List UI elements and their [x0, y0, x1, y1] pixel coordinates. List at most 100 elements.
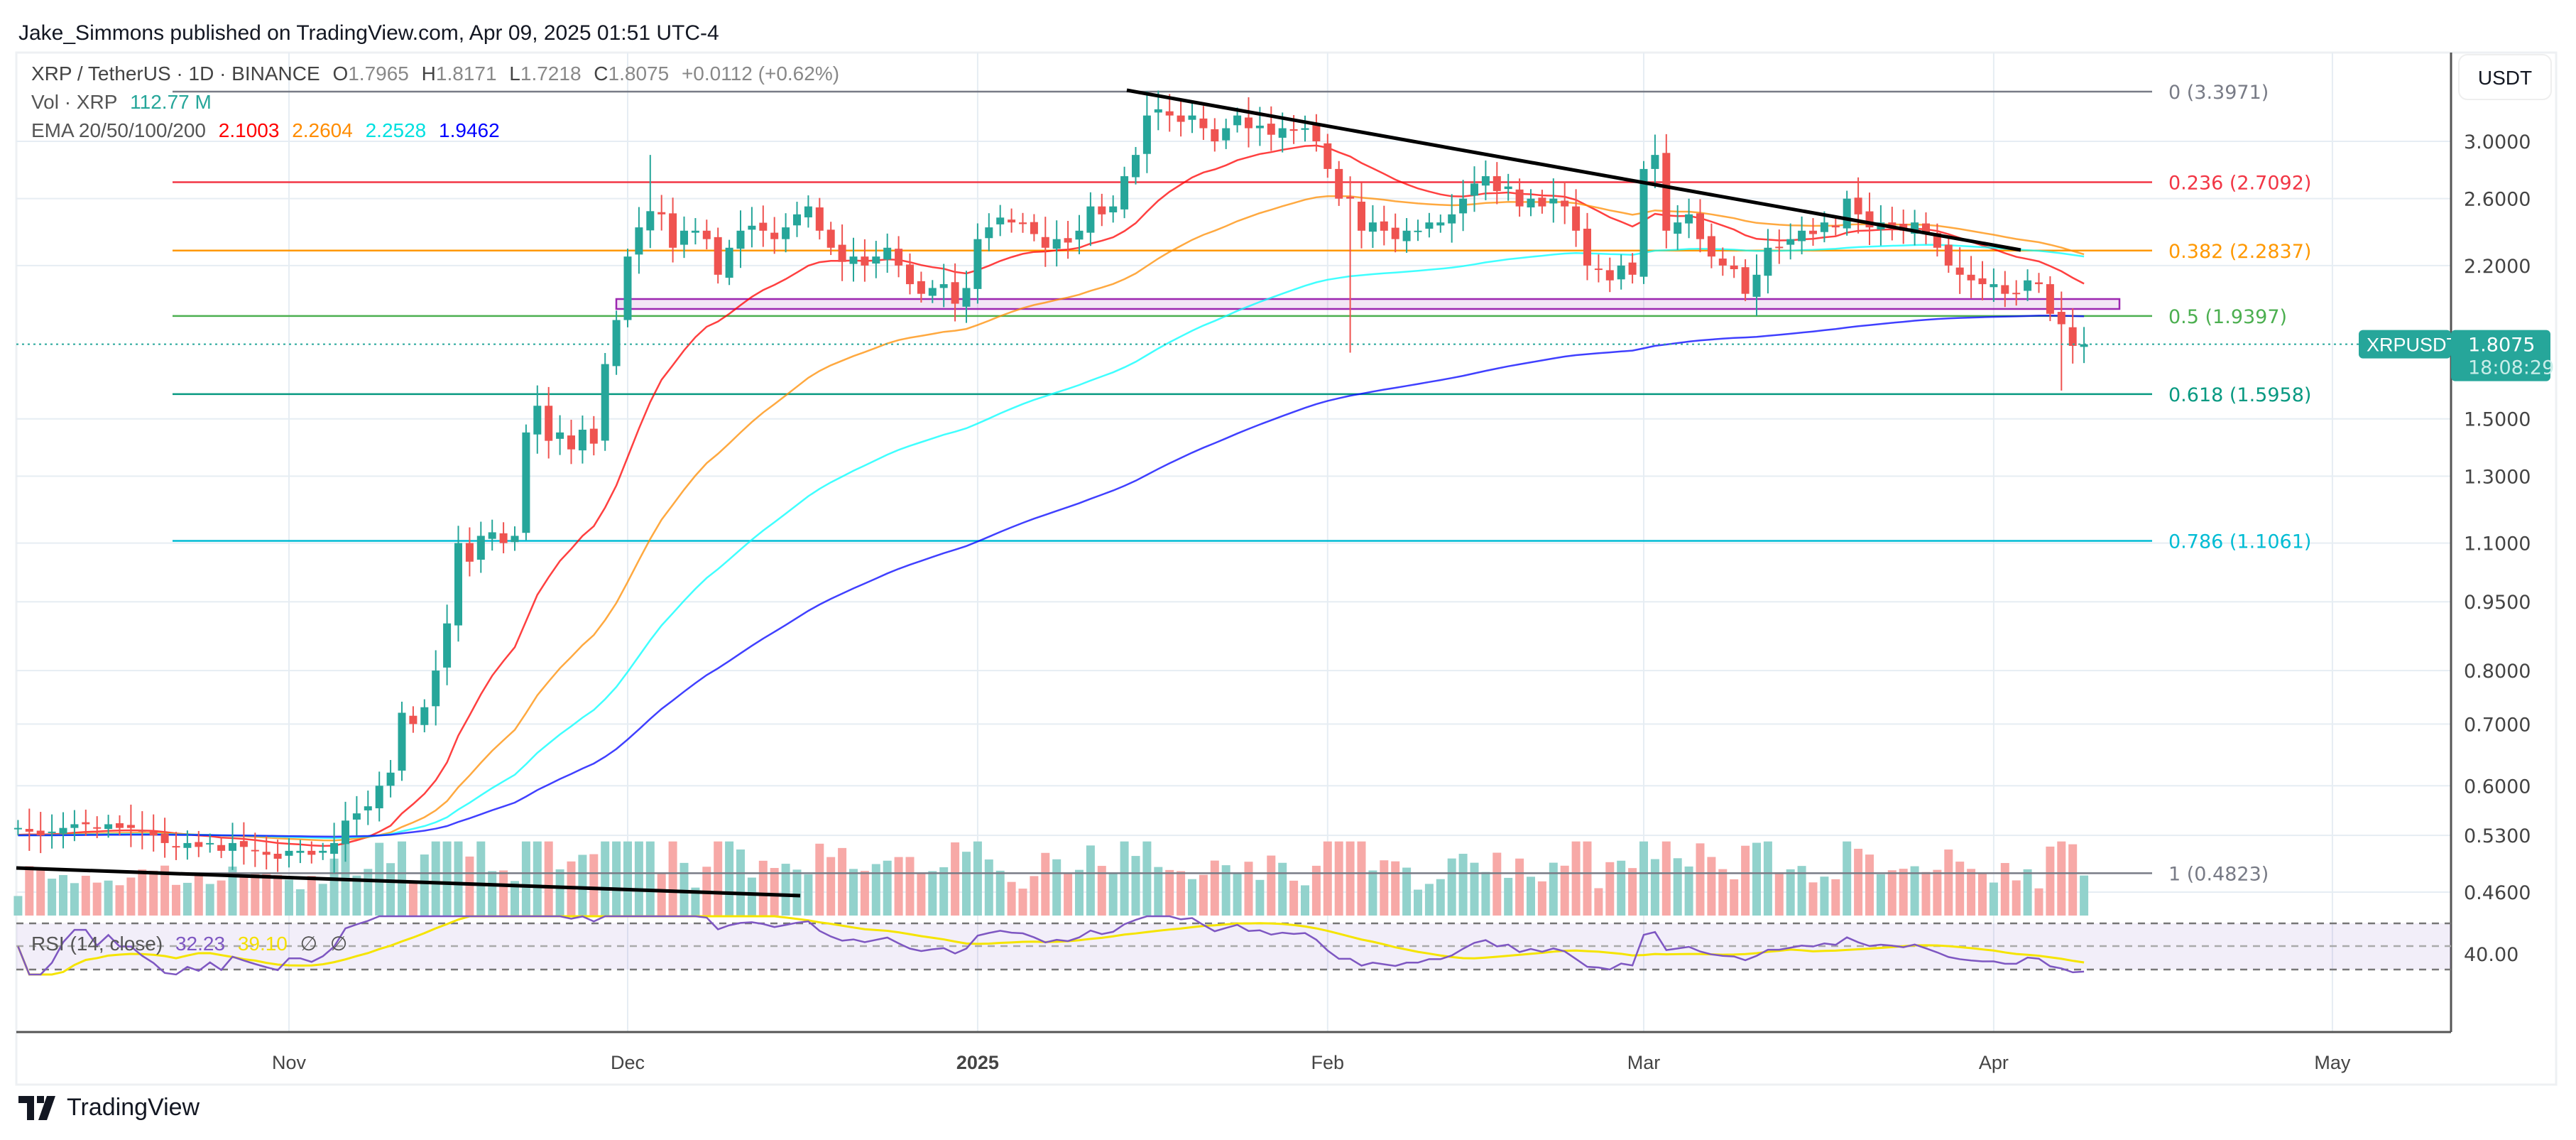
volume-bar: [364, 869, 373, 916]
change-value: +0.0112 (+0.62%): [681, 63, 840, 85]
volume-bar: [70, 883, 79, 916]
volume-bar: [104, 880, 113, 916]
volume-bar: [1967, 869, 1976, 916]
candle-body: [82, 822, 90, 825]
candle-body: [623, 256, 632, 320]
volume-bar: [792, 869, 802, 916]
downtrend-trendline[interactable]: [16, 866, 801, 898]
volume-bar: [295, 889, 305, 916]
candle-body: [229, 842, 236, 851]
volume-bar: [1617, 860, 1626, 916]
ema-label[interactable]: EMA 20/50/100/200: [31, 119, 206, 141]
candle-body: [364, 806, 372, 810]
candle-body: [285, 850, 293, 856]
candle-body: [1639, 168, 1648, 277]
volume-bar: [826, 857, 836, 916]
volume-bar: [511, 881, 519, 916]
vol-label[interactable]: Vol · XRP: [31, 91, 118, 113]
candle-body: [138, 830, 146, 832]
candle-body: [1414, 230, 1422, 232]
candle-body: [398, 712, 406, 771]
candle-body: [1142, 115, 1151, 154]
candle-body: [1561, 200, 1569, 207]
candle-body: [545, 406, 553, 441]
rsi-na-2: ∅: [329, 933, 348, 955]
candle-body: [1605, 270, 1614, 281]
brand-name: TradingView: [67, 1094, 200, 1121]
volume-bar: [1289, 880, 1299, 916]
volume-bar: [691, 887, 700, 916]
volume-bar: [2000, 863, 2009, 916]
candle-body: [849, 256, 858, 264]
candle-body: [759, 222, 768, 231]
candle-body: [567, 435, 575, 450]
volume-bar: [138, 869, 147, 916]
volume-bar: [160, 865, 170, 916]
candle-body: [1628, 262, 1637, 275]
price-tick-label: 1.5000: [2464, 409, 2531, 431]
candle-body: [1549, 198, 1558, 204]
candle-body: [1978, 278, 1987, 285]
volume-bar: [1527, 876, 1535, 916]
volume-bar: [1537, 881, 1546, 916]
volume-bar: [1808, 882, 1818, 916]
rsi-label[interactable]: RSI (14, close): [31, 933, 163, 955]
volume-bar: [488, 871, 497, 916]
candle-body: [996, 217, 1005, 224]
candle-body: [1402, 230, 1411, 241]
ohlc-open: O1.7965: [332, 63, 408, 85]
candle-body: [1865, 211, 1874, 228]
candle-body: [172, 846, 180, 848]
currency-button[interactable]: USDT: [2458, 54, 2552, 100]
candle-body: [1324, 143, 1332, 169]
c-label: C: [594, 63, 608, 85]
tradingview-logo-icon: [18, 1095, 55, 1120]
volume-bar: [1978, 873, 1987, 916]
volume-bar: [1492, 852, 1502, 916]
volume-bar: [1233, 874, 1242, 916]
candle-body: [1470, 183, 1478, 196]
volume-bar: [115, 885, 124, 916]
candle-body: [1955, 267, 1964, 275]
volume-bar: [2012, 880, 2021, 916]
volume-bar: [917, 873, 926, 916]
volume-bar: [1989, 882, 1998, 916]
fib-level-label: 0.618 (1.5958): [2168, 384, 2311, 406]
volume-bar: [521, 841, 530, 916]
candle-body: [1086, 206, 1095, 233]
candle-body: [488, 532, 496, 539]
resistance-trendline[interactable]: [1126, 88, 2021, 252]
candle-body: [465, 543, 474, 562]
candle-body: [861, 256, 869, 266]
volume-bar: [905, 857, 915, 916]
candle-body: [906, 264, 914, 285]
candle-body: [748, 225, 756, 230]
candle-body: [883, 247, 892, 260]
volume-bar: [578, 854, 587, 916]
volume-bar: [928, 871, 937, 916]
candle-body: [1764, 247, 1772, 276]
volume-bar: [1436, 879, 1445, 916]
candle-body: [1436, 222, 1445, 226]
symbol-name[interactable]: XRP / TetherUS · 1D · BINANCE: [31, 63, 320, 85]
candle-body: [1008, 219, 1016, 223]
rsi-tick-label: 40.00: [2464, 944, 2518, 966]
candle-body: [409, 715, 417, 724]
candle-body: [1831, 225, 1840, 228]
candle-body: [1944, 244, 1953, 266]
currency-label: USDT: [2478, 67, 2532, 89]
candle-body: [985, 227, 993, 239]
volume-bar: [1786, 869, 1795, 916]
volume-bar: [431, 841, 440, 916]
volume-bar: [1414, 889, 1422, 916]
candle-body: [522, 432, 530, 533]
volume-bar: [1504, 877, 1513, 916]
volume-bar: [1142, 841, 1152, 916]
volume-bar: [1424, 884, 1434, 916]
candle-body: [691, 230, 699, 233]
candle-body: [1312, 125, 1321, 142]
candle-body: [183, 842, 192, 848]
tradingview-logo[interactable]: TradingView: [18, 1094, 200, 1122]
time-tick-label: May: [2314, 1052, 2351, 1073]
